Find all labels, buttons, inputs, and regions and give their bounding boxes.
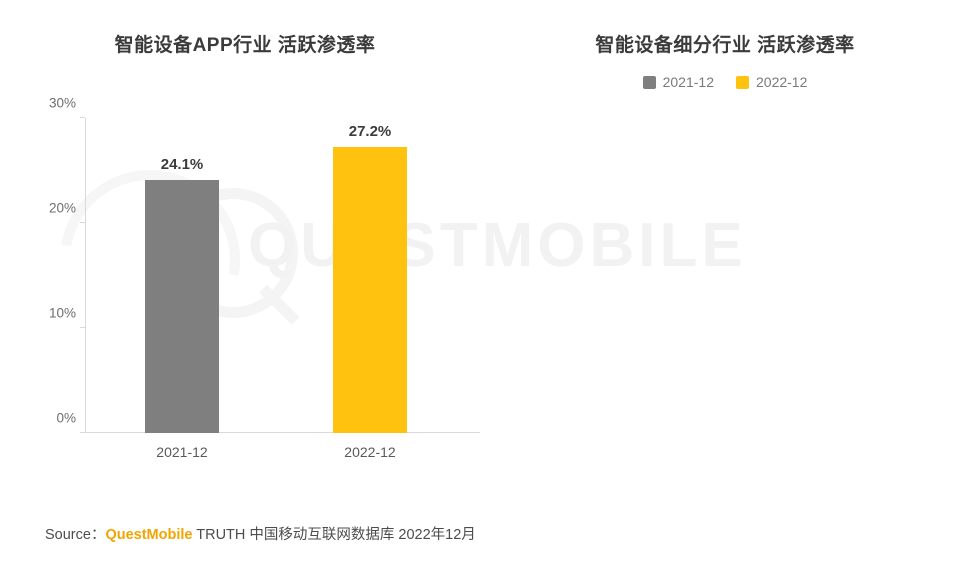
chart-panel-left: 智能设备APP行业 活跃渗透率 0% 10% 20% 30% 24.1% 202… [0, 0, 490, 500]
y-tick-mark [80, 432, 85, 433]
page-title-right: 智能设备细分行业 活跃渗透率 [595, 35, 855, 56]
page-title-left: 智能设备APP行业 活跃渗透率 [114, 35, 376, 56]
y-tick-mark [80, 327, 85, 328]
plot-area-left: 0% 10% 20% 30% 24.1% 2021-12 27.2% 2022-… [49, 96, 480, 460]
bar-2021-12: 24.1% [145, 156, 219, 433]
legend: 2021-12 2022-12 [490, 74, 960, 90]
y-axis-line-left [85, 118, 86, 433]
legend-item-2022-12: 2022-12 [736, 74, 807, 90]
legend-item-2021-12: 2021-12 [642, 74, 714, 90]
source-note: Source：QuestMobile TRUTH 中国移动互联网数据库 2022… [45, 523, 476, 544]
bar-value-label: 27.2% [348, 123, 392, 140]
legend-swatch-icon [642, 75, 656, 89]
source-prefix: Source： [45, 527, 106, 543]
bar-2022-12: 27.2% [333, 123, 407, 433]
legend-label: 2021-12 [662, 74, 714, 90]
source-rest: TRUTH 中国移动互联网数据库 2022年12月 [192, 527, 476, 543]
source-brand: QuestMobile [105, 527, 193, 543]
y-tick-label-1: 10% [48, 305, 76, 321]
y-tick-label-3: 30% [48, 95, 76, 111]
y-tick-mark [80, 222, 85, 223]
x-tick-label-2022-12: 2022-12 [344, 444, 396, 460]
bar-value-label: 24.1% [160, 156, 204, 173]
chart-panel-right: 智能设备细分行业 活跃渗透率 2021-12 2022-12 0% 10% 20… [490, 0, 960, 500]
x-tick-label-2021-12: 2021-12 [156, 444, 208, 460]
x-axis-line-left [85, 432, 480, 433]
y-tick-label-2: 20% [48, 200, 76, 216]
legend-swatch-icon [736, 75, 749, 89]
y-tick-mark [80, 117, 85, 118]
y-tick-label-0: 0% [56, 410, 76, 426]
legend-label: 2022-12 [756, 74, 808, 90]
